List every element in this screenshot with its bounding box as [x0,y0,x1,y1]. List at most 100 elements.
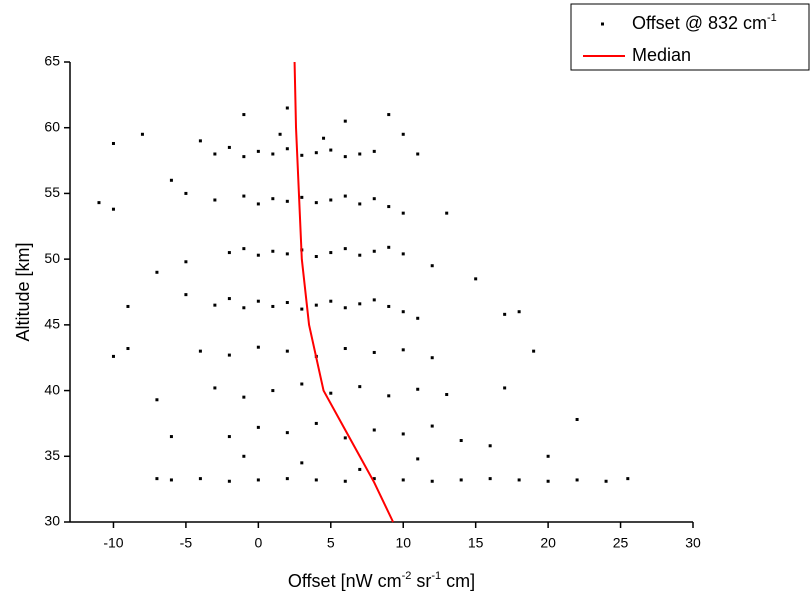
scatter-point [372,149,376,153]
scatter-point [256,478,260,482]
scatter-point [314,303,318,307]
scatter-point [343,347,347,351]
scatter-point [459,439,463,443]
scatter-point [242,113,246,117]
x-tick-label: 25 [613,535,629,551]
scatter-point [372,350,376,354]
legend: Offset @ 832 cm-1 Median [570,3,810,71]
scatter-point [358,202,362,206]
scatter-point [155,270,159,274]
scatter-point [329,148,333,152]
scatter-point [626,477,630,481]
scatter-point [358,467,362,471]
scatter-point [198,349,202,353]
scatter-point [343,436,347,440]
scatter-point [256,253,260,257]
scatter-point [401,478,405,482]
text-part: Offset @ 832 cm [632,13,767,33]
scatter-point [416,316,420,320]
scatter-point [329,299,333,303]
scatter-point [242,194,246,198]
scatter-point [343,119,347,123]
text-part: sr [411,571,431,591]
scatter-point [358,253,362,257]
scatter-point [271,249,275,253]
scatter-point [227,145,231,149]
scatter-point [227,251,231,255]
scatter-point [575,417,579,421]
scatter-point [459,478,463,482]
scatter-point [300,153,304,157]
scatter-point [213,303,217,307]
scatter-point [430,356,434,360]
scatter-point [387,113,391,117]
scatter-point [213,198,217,202]
scatter-point [300,382,304,386]
scatter-point [532,349,536,353]
scatter-point [111,141,115,145]
scatter-point [227,435,231,439]
x-axis-label: Offset [nW cm-2 sr-1 cm] [288,570,475,591]
scatter-point [300,195,304,199]
y-tick-label: 60 [44,118,60,134]
scatter-point [401,310,405,314]
scatter-point [546,479,550,483]
scatter-point [488,444,492,448]
scatter-point [503,386,507,390]
scatter-point [155,477,159,481]
x-tick-label: 0 [254,535,262,551]
scatter-point [111,354,115,358]
scatter-point [329,251,333,255]
scatter-point [358,385,362,389]
scatter-point [546,454,550,458]
superscript: -2 [402,570,412,582]
scatter-point [314,478,318,482]
scatter-point [285,477,289,481]
scatter-point [285,199,289,203]
scatter-point [126,304,130,308]
superscript: -1 [767,12,777,24]
x-tick-label: 30 [685,535,701,551]
scatter-point [285,431,289,435]
scatter-point [213,386,217,390]
legend-box [570,3,810,71]
scatter-point [314,151,318,155]
scatter-point [278,132,282,136]
scatter-point [604,479,608,483]
scatter-point [445,211,449,215]
scatter-point [213,152,217,156]
scatter-point [97,201,101,205]
scatter-point [256,299,260,303]
scatter-point [184,191,188,195]
scatter-point [285,252,289,256]
scatter-point [575,478,579,482]
scatter-point [372,477,376,481]
scatter-point [300,461,304,465]
scatter-point [517,478,521,482]
scatter-point [372,249,376,253]
y-tick-label: 55 [44,184,60,200]
scatter-point [372,428,376,432]
scatter-point [343,155,347,159]
legend-marker [601,22,604,26]
scatter-point [242,155,246,159]
scatter-point [285,147,289,151]
scatter-point [184,260,188,264]
scatter-point [430,424,434,428]
scatter-point [285,301,289,305]
scatter-point [343,306,347,310]
text-part: Median [632,45,691,65]
scatter-point [401,132,405,136]
scatter-point [358,152,362,156]
superscript: -1 [431,570,441,582]
scatter-point [372,197,376,201]
scatter-point [343,247,347,251]
x-tick-label: 15 [468,535,484,551]
text-part: cm] [441,571,475,591]
plot-area [97,61,630,523]
scatter-point [416,457,420,461]
scatter-point [314,255,318,259]
scatter-point [387,304,391,308]
median-line [293,61,394,523]
